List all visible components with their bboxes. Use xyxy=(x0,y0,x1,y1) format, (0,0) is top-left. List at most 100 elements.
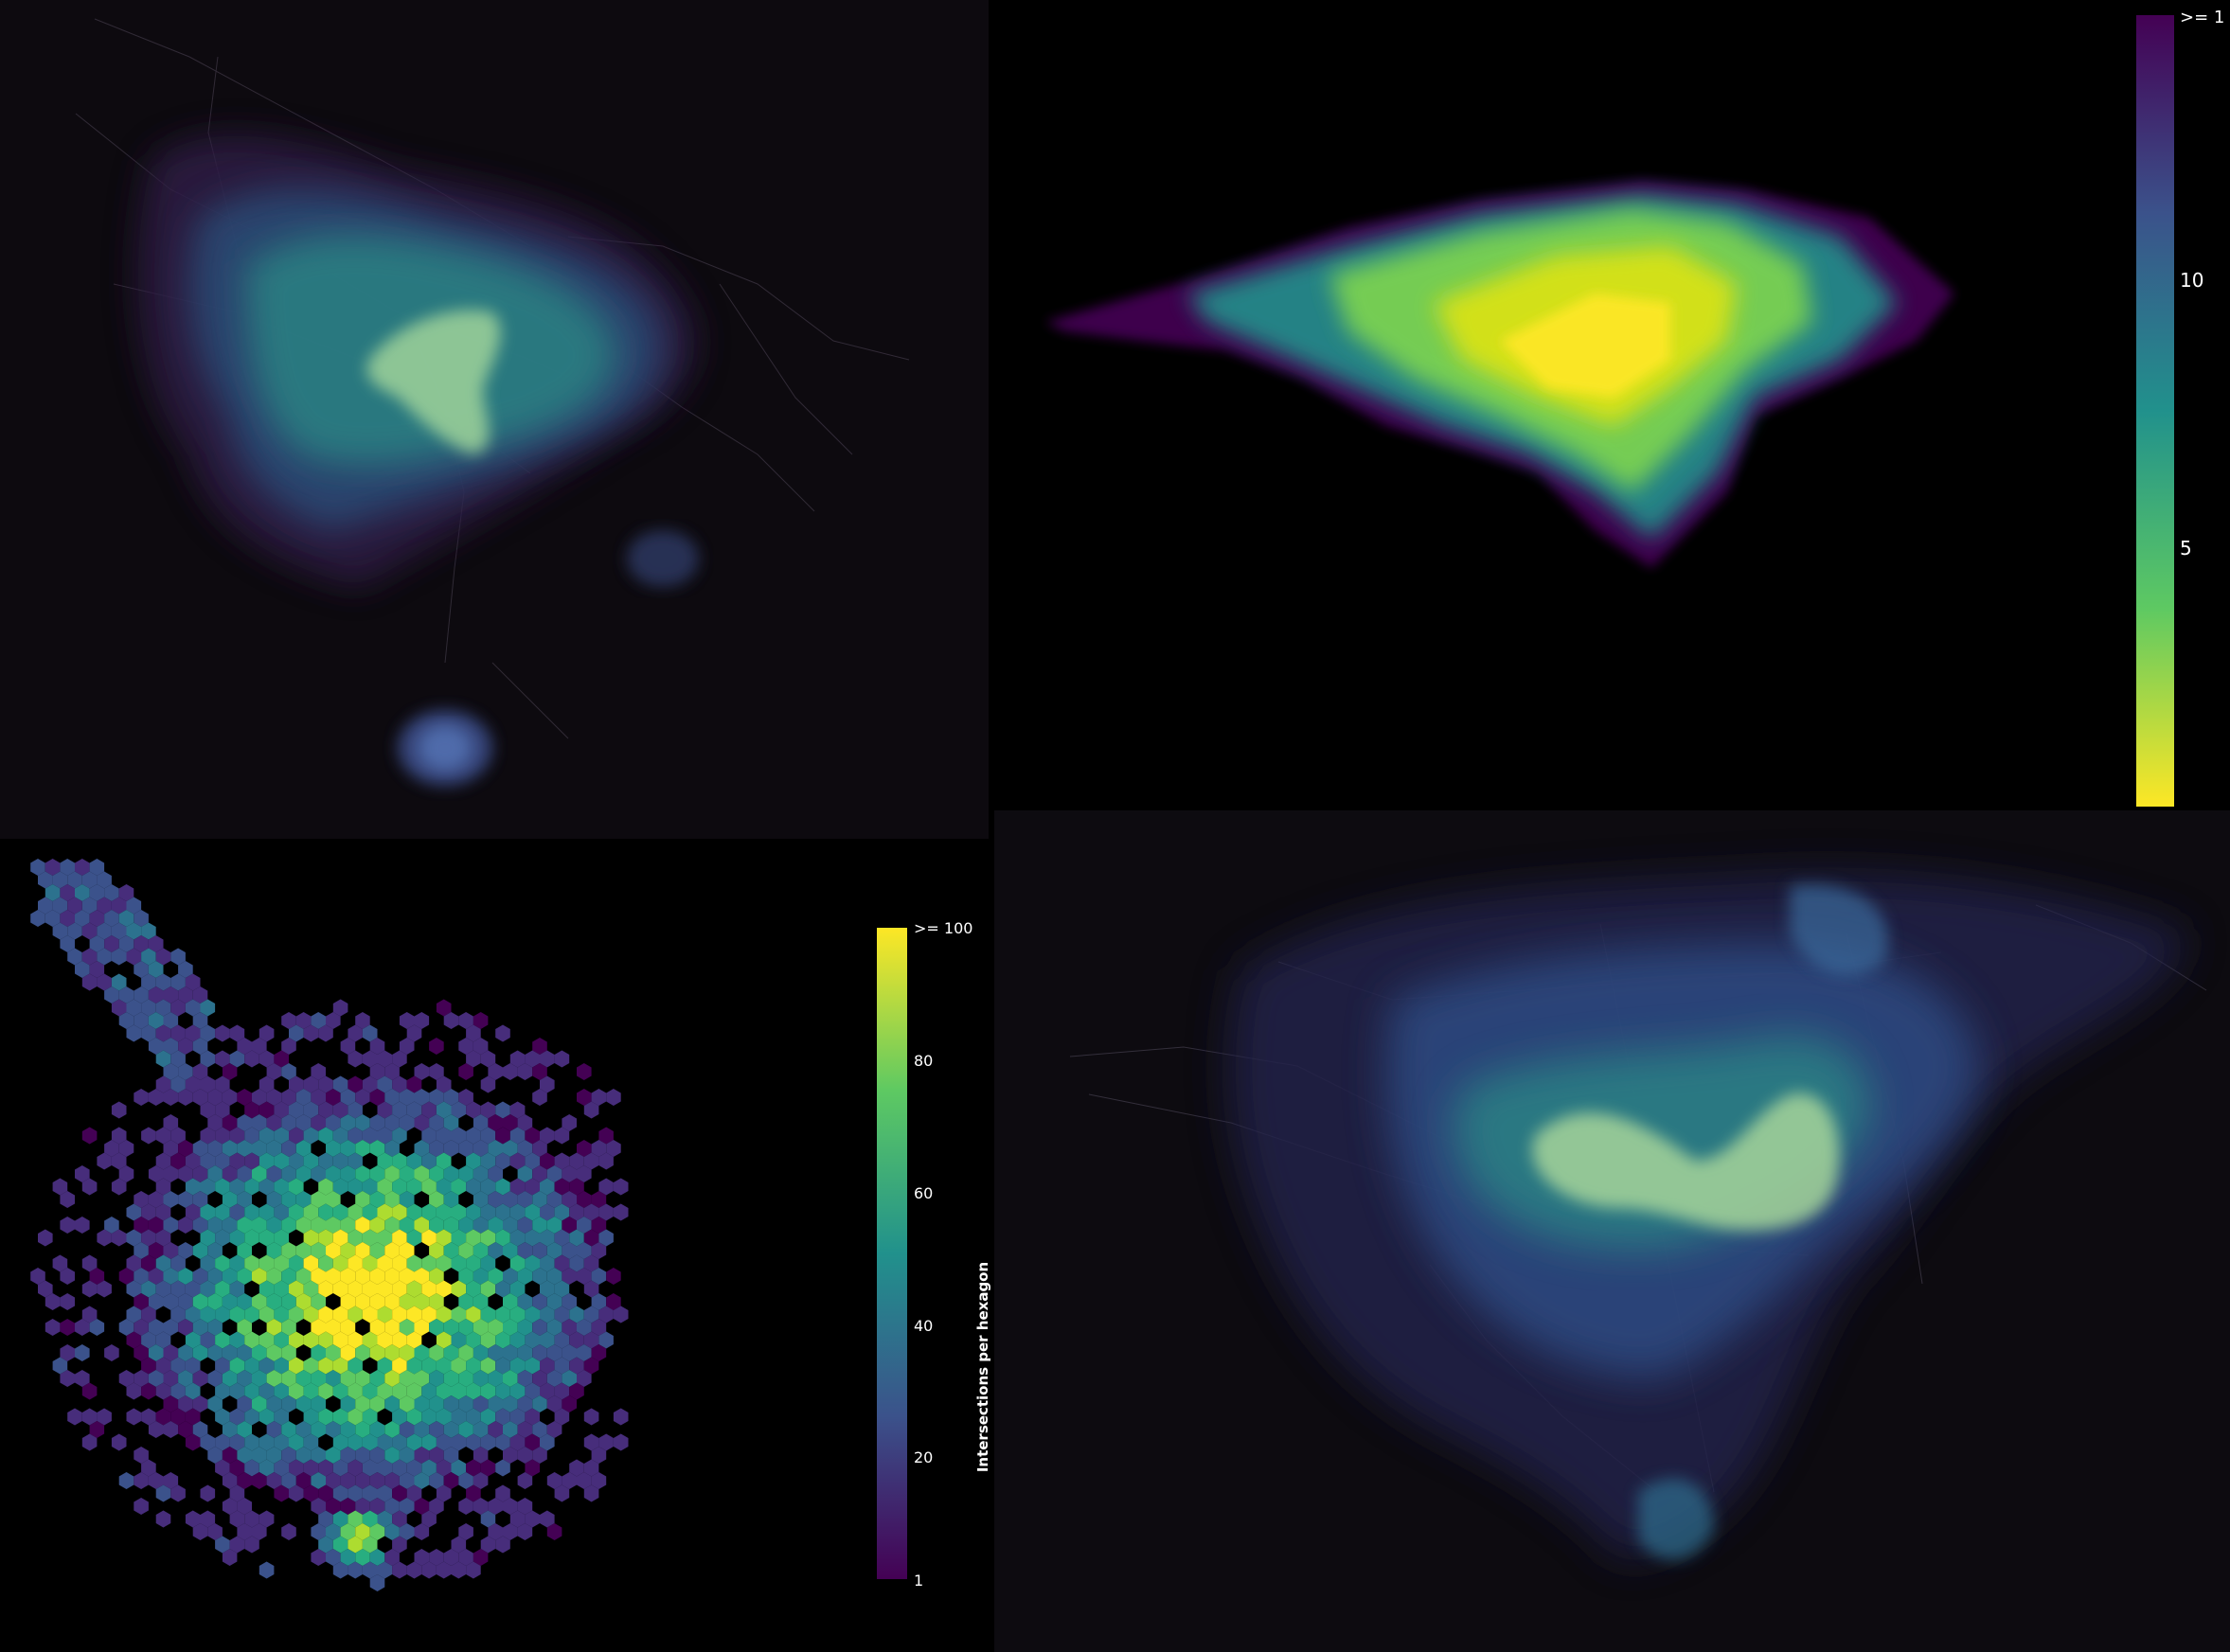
hexbin-cell xyxy=(429,1140,444,1157)
hexbin-cell xyxy=(311,1523,326,1540)
hexbin-cell xyxy=(67,948,82,966)
hexbin-cell xyxy=(577,1191,592,1208)
hexbin-cell xyxy=(480,1510,496,1528)
hexbin-cell xyxy=(509,1408,526,1426)
hexbin-cell xyxy=(495,1127,510,1145)
hexbin-cell xyxy=(134,1191,149,1208)
hexbin-cell xyxy=(392,1178,407,1196)
hexbin-cell xyxy=(399,1217,415,1234)
hexbin-cell xyxy=(311,1293,326,1310)
hexbin-cell xyxy=(200,1152,216,1170)
hexbin-cell xyxy=(509,1510,526,1528)
hexbin-cell xyxy=(509,1357,526,1375)
hexbin-cell xyxy=(429,1217,444,1234)
hexbin-cell xyxy=(274,1127,289,1145)
hexbin-cell xyxy=(348,1254,363,1272)
hexbin-cell xyxy=(303,1408,319,1426)
hexbin-cell xyxy=(104,986,119,1004)
hexbin-cell xyxy=(591,1140,607,1157)
hexbin-cell xyxy=(606,1140,621,1157)
hexbin-cell xyxy=(377,1331,393,1349)
hexbin-cell xyxy=(311,1165,326,1182)
hexbin-cell xyxy=(281,1114,296,1131)
hexbin-cell xyxy=(289,1178,304,1196)
hexbin-cell xyxy=(546,1523,562,1540)
hexbin-cell xyxy=(222,1344,238,1361)
hexbin-cell xyxy=(311,1319,326,1336)
hexbin-cell xyxy=(517,1395,533,1412)
hexbin-cell xyxy=(148,1370,164,1387)
hexbin-cell xyxy=(532,1191,547,1208)
hexbin-cell xyxy=(466,1229,481,1247)
hexbin-cell xyxy=(517,1370,533,1387)
hexbin-cell xyxy=(45,1319,61,1336)
hexbin-cell xyxy=(222,1498,238,1515)
hexbin-cell xyxy=(207,1089,223,1106)
hexbin-cell xyxy=(207,1242,223,1259)
hexbin-cell xyxy=(295,1268,312,1285)
hexbin-cell xyxy=(318,1306,333,1323)
hexbin-cell xyxy=(295,1089,312,1106)
hexbin-cell xyxy=(554,1357,570,1375)
hexbin-cell xyxy=(200,1101,216,1119)
hexbin-cell xyxy=(355,1498,370,1515)
hexbin-cell xyxy=(289,1024,304,1042)
hexbin-cell xyxy=(134,1447,149,1464)
hexbin-cell xyxy=(583,1331,599,1349)
hexbin-cell xyxy=(569,1254,584,1272)
hexbin-cell xyxy=(332,1229,348,1247)
hexbin-cell xyxy=(436,1408,452,1426)
hexbin-cell xyxy=(392,1357,407,1375)
hexbin-cell xyxy=(348,1101,363,1119)
hexbin-cell xyxy=(583,1433,599,1451)
hexbin-cell xyxy=(134,1089,149,1106)
hexbin-cell xyxy=(289,1203,304,1221)
hexbin-cell xyxy=(215,1254,230,1272)
hexbin-cell xyxy=(392,1484,407,1502)
hexbin-cell xyxy=(443,1191,459,1208)
hexbin-cell xyxy=(517,1217,533,1234)
hexbin-cell xyxy=(192,1165,208,1182)
hexbin-cell xyxy=(355,1191,370,1208)
hexbin-cell xyxy=(362,1229,378,1247)
hexbin-cell xyxy=(392,1152,407,1170)
hexbin-cell xyxy=(141,999,156,1017)
hexbin-cell xyxy=(384,1191,400,1208)
hexbin-cell xyxy=(311,1114,326,1131)
hexbin-cell xyxy=(311,1217,326,1234)
hexbin-cell xyxy=(148,935,164,952)
hexbin-cell xyxy=(163,1242,179,1259)
hexbin-cell xyxy=(473,1549,489,1566)
hexbin-cell xyxy=(332,1561,348,1579)
hexbin-cell xyxy=(207,1293,223,1310)
hexbin-cell xyxy=(75,1165,90,1182)
hexbin-cell xyxy=(81,1254,98,1272)
hexbin-cell xyxy=(598,1331,614,1349)
hexbin-cell xyxy=(200,1127,216,1145)
hexbin-cell xyxy=(583,1203,599,1221)
hexbin-cell xyxy=(577,1217,592,1234)
hexbin-cell xyxy=(30,910,45,927)
hexbin-cell xyxy=(134,986,149,1004)
hexbin-cell xyxy=(488,1268,503,1285)
hexbin-cell xyxy=(369,1063,385,1080)
hexbin-cell xyxy=(281,1370,296,1387)
hexbin-cell xyxy=(185,1357,201,1375)
hexbin-cell xyxy=(170,1075,186,1093)
hexbin-cell xyxy=(215,1306,230,1323)
hexbin-cell xyxy=(458,1370,473,1387)
hexbin-cell xyxy=(384,1498,400,1515)
hexbin-cell xyxy=(495,1024,510,1042)
hexbin-cell xyxy=(451,1382,467,1400)
hexbin-cell xyxy=(81,1433,98,1451)
hexbin-cell xyxy=(429,1293,444,1310)
hexbin-cell xyxy=(384,1549,400,1566)
hexbin-cell xyxy=(192,1012,208,1029)
hexbin-cell xyxy=(480,1357,496,1375)
hexbin-cell xyxy=(458,1395,473,1412)
hexbin-cell xyxy=(532,1293,547,1310)
hexbin-cell xyxy=(613,1178,629,1196)
hexbin-cell xyxy=(332,1152,348,1170)
hexbin-cell xyxy=(517,1140,533,1157)
hexbin-cell xyxy=(540,1306,555,1323)
